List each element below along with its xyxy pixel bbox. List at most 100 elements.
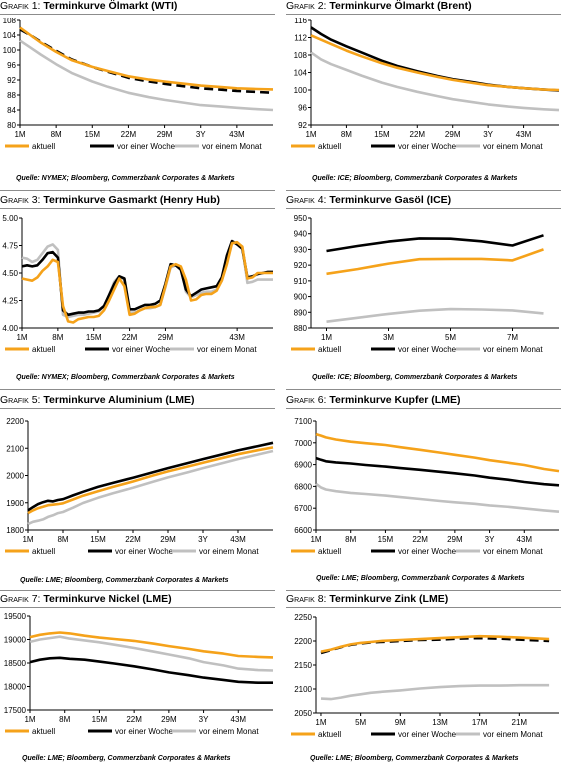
x-tick-label: 22M [122,333,138,342]
series-line-monat [310,51,560,112]
x-tick-label: 3Y [199,715,209,724]
x-tick-label: 3Y [485,535,495,544]
series-line-monat [315,482,560,513]
source-note: Quelle: NYMEX; Bloomberg, Commerzbank Co… [16,374,235,381]
separator [286,190,561,191]
series-line-woche [320,636,550,655]
x-tick-label: 3M [383,333,394,342]
y-tick-label: 6600 [294,526,312,535]
series-line-woche [315,456,560,487]
y-tick-label: 1900 [6,499,24,508]
series-line-monat [19,39,274,112]
x-tick-label: 43M [230,535,246,544]
legend-label: vor einer Woche [115,727,174,736]
legend-label: aktuell [318,730,341,739]
x-tick-label: 8M [52,333,63,342]
y-tick-label: 2000 [6,472,24,481]
figure-title: Terminkurve Nickel (LME) [43,593,172,605]
legend-label: vor einem Monat [202,142,262,151]
source-note: Quelle: LME; Bloomberg, Commerzbank Corp… [310,755,519,762]
chart-panel-6: Grafik 6: Terminkurve Kupfer (LME) 7100 7… [286,394,561,590]
axes: 950 940 930 920 910 900 890 880 1M 3M 5M 7M [294,214,559,342]
series-line-woche [29,656,273,684]
y-tick-label: 4.00 [2,324,18,333]
y-tick-label: 80 [7,121,16,130]
series-line-aktuell [315,432,560,473]
figure-number: Grafik 4: [286,194,327,206]
source-note: Quelle: LME; Bloomberg, Commerzbank Corp… [20,577,229,584]
x-tick-label: 43M [229,333,245,342]
figure-title: Terminkurve Kupfer (LME) [329,394,461,406]
legend: aktuell vor einer Woche vor einem Monat [5,547,259,556]
chart-panel-7: Grafik 7: Terminkurve Nickel (LME) 19500… [0,593,275,765]
legend-label: vor einer Woche [398,345,457,354]
y-tick-label: 940 [294,230,308,239]
x-tick-label: 15M [378,535,394,544]
x-tick-label: 29M [157,130,173,139]
x-tick-label: 15M [374,130,390,139]
legend-label: aktuell [318,345,341,354]
x-tick-label: 43M [229,130,245,139]
source-note: Quelle: NYMEX; Bloomberg, Commerzbank Co… [16,175,235,182]
x-tick-label: 22M [121,130,137,139]
series-line-aktuell [27,446,274,515]
y-tick-label: 6800 [294,482,312,491]
x-tick-label: 3Y [198,535,208,544]
figure-number: Grafik 5: [0,394,41,406]
legend-label: vor einer Woche [115,547,174,556]
separator [286,389,561,390]
x-tick-label: 29M [445,130,461,139]
legend: aktuell vor einer Woche vor einem Monat [291,142,543,151]
chart-title: Grafik 4: Terminkurve Gasöl (ICE) [286,194,561,209]
y-tick-label: 4.50 [2,269,18,278]
y-tick-label: 890 [294,308,308,317]
x-tick-label: 15M [86,333,102,342]
x-tick-label: 8M [345,535,356,544]
y-tick-label: 2250 [294,613,312,622]
chart-panel-5: Grafik 5: Terminkurve Aluminium (LME) 22… [0,394,275,590]
x-tick-label: 43M [517,535,533,544]
y-tick-label: 7100 [294,417,312,426]
y-tick-label: 4.25 [2,297,18,306]
figure-title: Terminkurve Aluminium (LME) [43,394,195,406]
legend-label: vor einer Woche [398,730,457,739]
y-tick-label: 2100 [6,444,24,453]
y-tick-label: 108 [294,51,308,60]
chart-title: Grafik 1: Terminkurve Ölmarkt (WTI) [0,0,275,15]
x-tick-label: 1M [305,130,316,139]
chart-title: Grafik 3: Terminkurve Gasmarkt (Henry Hu… [0,194,275,209]
y-tick-label: 930 [294,245,308,254]
figure-title: Terminkurve Ölmarkt (Brent) [329,0,472,12]
y-tick-label: 92 [298,121,307,130]
y-tick-label: 88 [7,91,16,100]
legend-label: vor einem Monat [483,345,543,354]
series-line-monat [320,683,550,701]
x-tick-label: 15M [90,535,106,544]
figure-title: Terminkurve Gasöl (ICE) [329,194,452,206]
y-tick-label: 19500 [4,612,27,621]
x-tick-label: 9M [395,718,406,727]
y-tick-label: 84 [7,106,16,115]
series-line-aktuell [29,631,274,659]
x-tick-label: 22M [126,715,142,724]
x-tick-label: 15M [92,715,108,724]
chart-panel-8: Grafik 8: Terminkurve Zink (LME) 2250 220… [286,593,561,765]
series-line-aktuell [310,34,560,92]
x-tick-label: 29M [447,535,463,544]
series-line-aktuell [19,26,274,91]
y-tick-label: 2150 [294,661,312,670]
x-tick-label: 13M [432,718,448,727]
series-line-monat [326,307,544,323]
x-tick-label: 29M [160,535,176,544]
separator [0,590,275,591]
y-tick-label: 104 [294,69,308,78]
x-tick-label: 7M [507,333,518,342]
source-note: Quelle: ICE; Bloomberg, Commerzbank Corp… [312,374,518,381]
series-line-aktuell [21,240,273,324]
y-tick-label: 96 [298,104,307,113]
y-tick-label: 100 [3,46,17,55]
y-tick-label: 92 [7,76,16,85]
